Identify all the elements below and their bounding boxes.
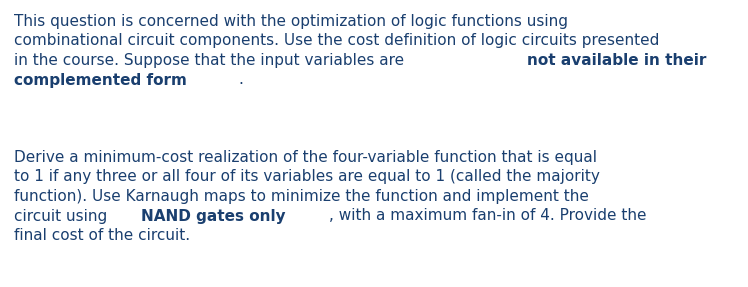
Text: final cost of the circuit.: final cost of the circuit.: [14, 228, 190, 243]
Text: .: .: [239, 73, 243, 88]
Text: complemented form: complemented form: [14, 73, 187, 88]
Text: circuit using: circuit using: [14, 208, 112, 224]
Text: function). Use Karnaugh maps to minimize the function and implement the: function). Use Karnaugh maps to minimize…: [14, 189, 589, 204]
Text: NAND gates only: NAND gates only: [141, 208, 286, 224]
Text: Derive a minimum-cost realization of the four-variable function that is equal: Derive a minimum-cost realization of the…: [14, 150, 597, 165]
Text: not available in their: not available in their: [527, 53, 706, 68]
Text: combinational circuit components. Use the cost definition of logic circuits pres: combinational circuit components. Use th…: [14, 34, 660, 49]
Text: , with a maximum fan-in of 4. Provide the: , with a maximum fan-in of 4. Provide th…: [329, 208, 647, 224]
Text: in the course. Suppose that the input variables are: in the course. Suppose that the input va…: [14, 53, 409, 68]
Text: to 1 if any three or all four of its variables are equal to 1 (called the majori: to 1 if any three or all four of its var…: [14, 170, 600, 185]
Text: This question is concerned with the optimization of logic functions using: This question is concerned with the opti…: [14, 14, 568, 29]
